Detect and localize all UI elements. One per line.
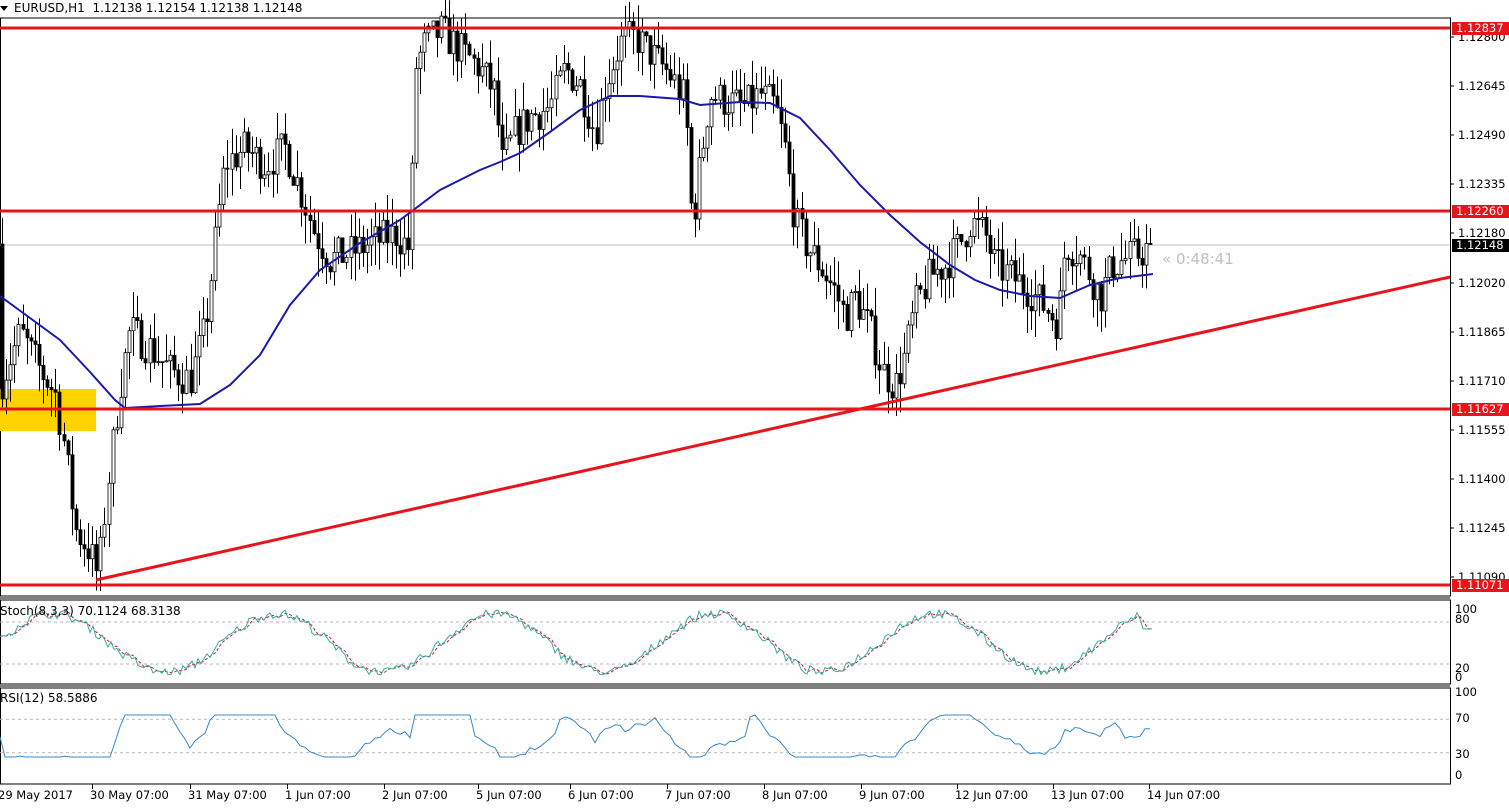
indicator-axis-label: 100 (1455, 685, 1477, 699)
price-axis-label: 1.12490 (1458, 128, 1506, 142)
moving-average-line (0, 95, 1154, 410)
chart-header: EURUSD,H1 1.12138 1.12154 1.12138 1.1214… (0, 0, 302, 16)
time-axis-label: 14 Jun 07:00 (1147, 788, 1221, 802)
indicator-axis-label: 70 (1455, 711, 1470, 725)
time-axis-label: 5 Jun 07:00 (476, 788, 542, 802)
ascending-trendline (95, 275, 1451, 582)
time-axis-label: 12 Jun 07:00 (955, 788, 1029, 802)
price-axis-label: 1.12335 (1458, 177, 1506, 191)
dropdown-triangle-icon[interactable] (0, 5, 8, 11)
price-axis-label: 1.12020 (1458, 276, 1506, 290)
price-axis-label: 1.11400 (1458, 472, 1506, 486)
main-panel-frame (0, 17, 1451, 597)
time-axis-label: 2 Jun 07:00 (382, 788, 448, 802)
rsi-line (0, 714, 1150, 758)
time-axis-label: 9 Jun 07:00 (859, 788, 925, 802)
current-price-tag: 1.12148 (1452, 239, 1509, 252)
time-axis-label: 8 Jun 07:00 (762, 788, 828, 802)
time-axis-label: 6 Jun 07:00 (568, 788, 634, 802)
stoch-label: Stoch(8,3,3) 70.1124 68.3138 (0, 604, 181, 618)
indicator-axis-label: 0 (1455, 768, 1463, 782)
price-axis-label: 1.12645 (1458, 79, 1506, 93)
time-axis-label: 13 Jun 07:00 (1051, 788, 1125, 802)
price-axis-label: 1.11865 (1458, 325, 1506, 339)
level-tag-resistance-top: 1.12837 (1452, 22, 1509, 35)
level-tag-support-bottom: 1.11071 (1452, 579, 1509, 592)
indicator-axis-label: 80 (1455, 612, 1470, 626)
ohlc-values: 1.12138 1.12154 1.12138 1.12148 (92, 1, 303, 15)
rsi-panel-frame (0, 687, 1451, 785)
price-axis-label: 1.11245 (1458, 521, 1506, 535)
indicator-axis-label: 0 (1455, 670, 1463, 684)
candlesticks (0, 0, 1153, 592)
stoch-main-line (0, 608, 1152, 676)
price-axis-label: 1.11710 (1458, 374, 1506, 388)
level-tag-support-mid: 1.11627 (1452, 403, 1509, 416)
price-axis-label: 1.11555 (1458, 423, 1506, 437)
stoch-signal-line (0, 610, 1152, 675)
stoch-panel-frame (0, 599, 1451, 685)
time-axis-label: 29 May 2017 (0, 788, 73, 802)
indicator-axis-label: 100 (1455, 602, 1477, 616)
rsi-label: RSI(12) 58.5886 (0, 691, 98, 705)
symbol-label: EURUSD,H1 (14, 1, 85, 15)
price-axis-label: 1.12180 (1458, 226, 1506, 240)
time-axis-label: 31 May 07:00 (188, 788, 267, 802)
bar-countdown: « 0:48:41 (1162, 250, 1234, 268)
level-tag-resistance-mid: 1.12260 (1452, 205, 1509, 218)
time-axis-label: 1 Jun 07:00 (285, 788, 351, 802)
time-axis-label: 7 Jun 07:00 (665, 788, 731, 802)
time-axis-label: 30 May 07:00 (90, 788, 169, 802)
indicator-axis-label: 20 (1455, 661, 1470, 675)
indicator-axis-label: 30 (1455, 747, 1470, 761)
